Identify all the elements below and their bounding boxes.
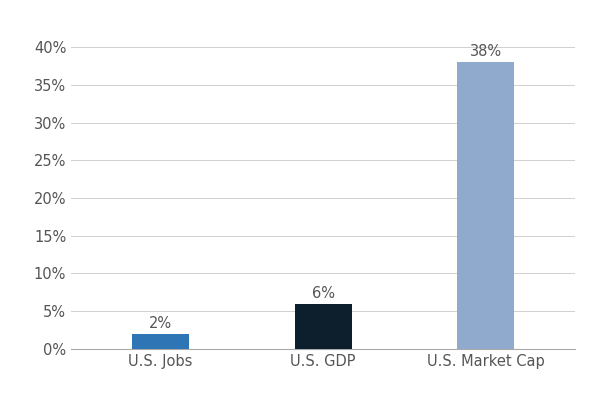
Bar bbox=[457, 62, 514, 349]
Text: 38%: 38% bbox=[470, 44, 502, 59]
Text: 6%: 6% bbox=[312, 286, 334, 301]
Bar bbox=[132, 334, 189, 349]
Bar bbox=[295, 304, 352, 349]
Text: 2%: 2% bbox=[149, 316, 172, 331]
